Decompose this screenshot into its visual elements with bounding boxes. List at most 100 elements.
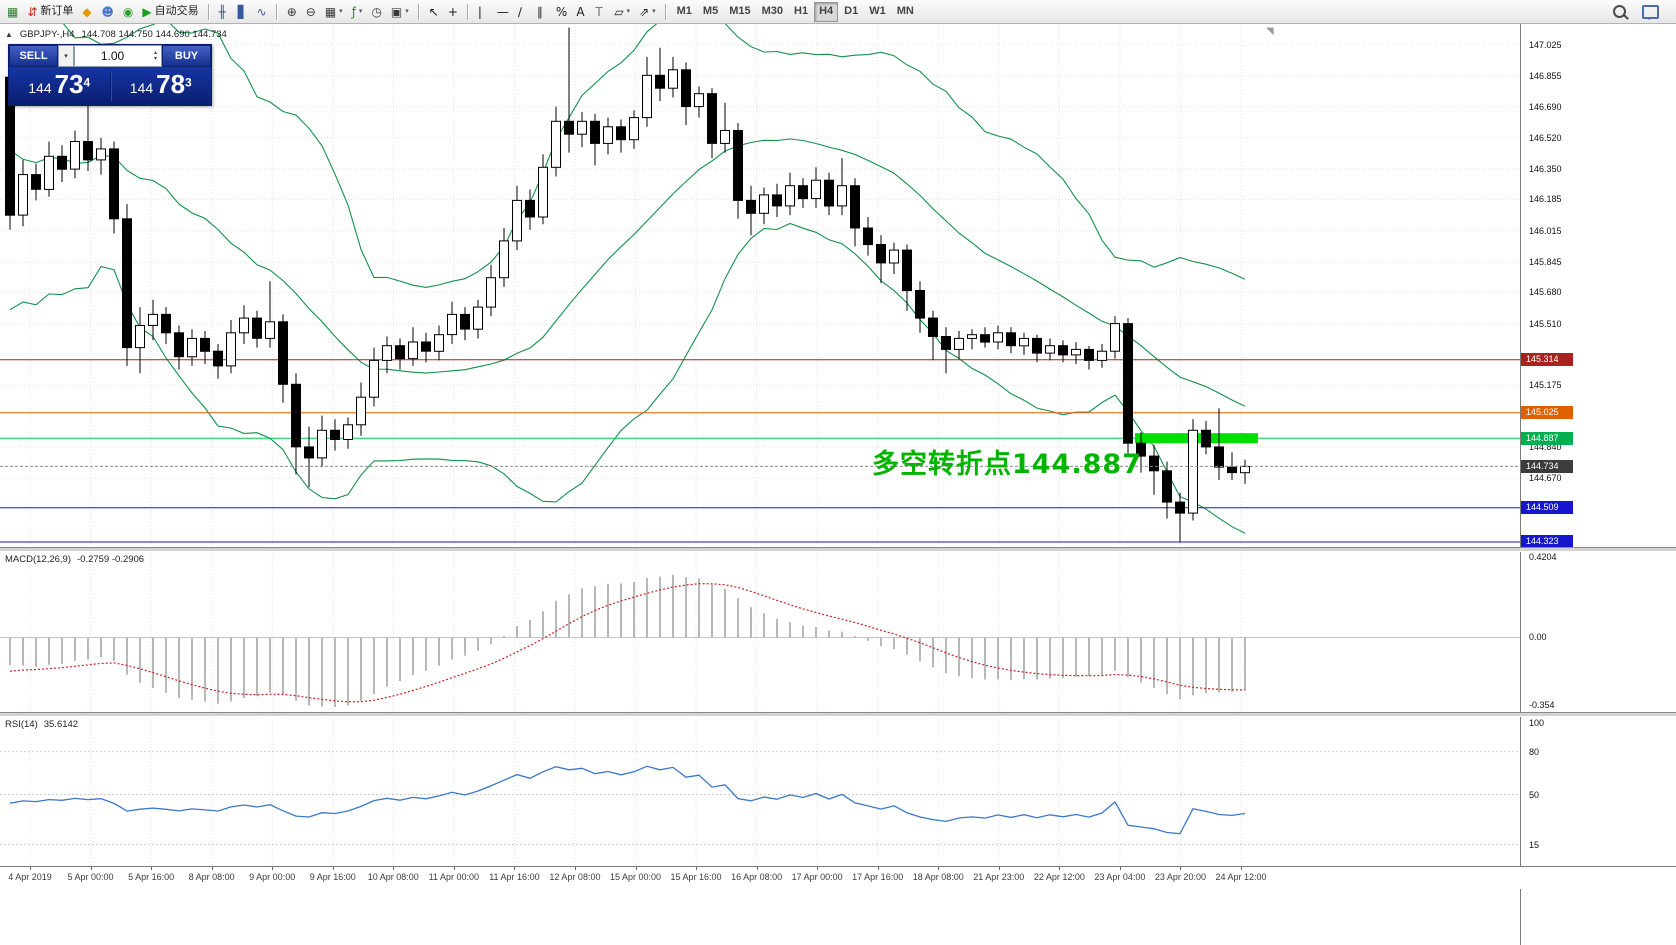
time-axis-label: 4 Apr 2019 [8, 872, 52, 882]
toolbar-separator [664, 3, 667, 20]
trendline-icon: ∕ [517, 4, 522, 19]
compass-icon[interactable]: ◆ [78, 2, 96, 22]
volume-input[interactable] [75, 49, 150, 63]
new-order-button[interactable]: ⇵ 新订单 [23, 2, 77, 22]
buy-price[interactable]: 144 783 [111, 65, 212, 108]
chart-line-icon[interactable]: ∿ [253, 2, 271, 22]
period-clock-icon[interactable]: ◷ [367, 2, 385, 22]
new-chart-icon: ▦ [7, 4, 19, 19]
rsi-axis-label: 50 [1529, 789, 1540, 800]
templates-icon: ▣ [390, 4, 403, 19]
time-tick [211, 867, 213, 870]
trendline-icon[interactable]: ∕ [514, 2, 532, 22]
price-tick-label: 144.670 [1529, 473, 1562, 484]
chat-icon [1642, 4, 1659, 20]
bollinger-bands [9, 24, 1246, 534]
time-axis[interactable]: 4 Apr 2019 5 Apr 00:00 5 Apr 16:00 8 Apr 08… [0, 866, 1676, 889]
zoom-out-icon: ⊖ [305, 4, 316, 19]
timeframe-d1[interactable]: D1 [839, 2, 863, 22]
horizontal-line-icon[interactable]: — [493, 2, 513, 22]
buy-price-pips: 78 [156, 68, 186, 99]
price-divider [109, 71, 111, 101]
buy-button[interactable]: BUY [162, 45, 211, 67]
arrows-icon[interactable]: ⇗ ▾ [635, 2, 660, 22]
time-tick [453, 867, 455, 870]
spin-down-icon[interactable]: ▾ [153, 56, 157, 62]
timeframe-h1[interactable]: H1 [789, 2, 813, 22]
timeframe-m15-label: M15 [729, 5, 751, 17]
zoom-out-icon[interactable]: ⊖ [302, 2, 320, 22]
price-axis[interactable]: 147.025 146.855 146.690 146.520 146.350 146.1… [1520, 24, 1676, 945]
rsi-value: 35.6142 [43, 719, 79, 730]
chart-shift-marker[interactable]: ◥ [1266, 26, 1274, 37]
timeframe-m30[interactable]: M30 [757, 2, 788, 22]
macd-pane-canvas[interactable] [0, 552, 1520, 712]
price-tag: 144.323 [1521, 535, 1573, 549]
time-axis-label: 18 Apr 08:00 [912, 872, 964, 882]
macd-indicator-label: MACD(12,26,9) -0.2759 -0.2906 [5, 554, 144, 565]
templates-icon[interactable]: ▣ ▾ [387, 2, 413, 22]
new-chart-icon[interactable]: ▦ [3, 2, 22, 22]
rsi-pane-canvas[interactable] [0, 717, 1520, 866]
timeframe-m1-label: M1 [676, 5, 692, 17]
main-chart-canvas[interactable] [0, 24, 1520, 547]
timeframe-m15[interactable]: M15 [724, 2, 755, 22]
collapse-arrow-icon[interactable]: ▲ [5, 30, 13, 39]
rsi-pane-splitter[interactable] [0, 712, 1676, 717]
search-icon[interactable] [1609, 2, 1630, 22]
spin-up-icon[interactable]: ▴ [153, 50, 157, 56]
macd-pane-splitter[interactable] [0, 547, 1676, 552]
timeframe-d1-label: D1 [844, 5, 859, 17]
timeframe-m30-label: M30 [761, 5, 784, 17]
label-icon[interactable]: T [591, 2, 609, 22]
fibonacci-icon[interactable]: % [552, 2, 571, 22]
time-axis-label: 16 Apr 08:00 [731, 872, 783, 882]
chart-candles-icon[interactable]: ▋ [234, 2, 252, 22]
channel-icon[interactable]: ∥ [533, 2, 551, 22]
grid-icon[interactable]: ▦ ▾ [321, 2, 347, 22]
horizontal-level-lines [0, 359, 1520, 543]
timeframe-m1[interactable]: M1 [672, 2, 697, 22]
price-tag: 144.887 [1521, 431, 1573, 445]
chat-icon[interactable] [1638, 2, 1663, 22]
zoom-in-icon[interactable]: ⊕ [283, 2, 301, 22]
time-axis-label: 11 Apr 16:00 [489, 872, 540, 882]
chevron-down-icon: ▾ [405, 8, 409, 15]
autotrading-button[interactable]: ▶ 自动交易 [138, 2, 202, 22]
timeframe-w1[interactable]: W1 [864, 2, 891, 22]
order-type-dropdown[interactable]: ▾ [58, 45, 74, 67]
autotrading-button-label: 自动交易 [154, 5, 199, 17]
time-tick [332, 867, 334, 870]
price-tag: 145.314 [1521, 353, 1573, 367]
time-axis-label: 8 Apr 08:00 [188, 872, 235, 882]
rsi-axis-label: 80 [1529, 746, 1540, 757]
time-tick [877, 867, 879, 870]
crosshair-icon[interactable]: + [444, 2, 462, 22]
sell-button[interactable]: SELL [9, 45, 58, 67]
time-tick [30, 867, 31, 870]
buy-price-point: 3 [185, 75, 192, 90]
macd-signal-line [9, 583, 1246, 703]
candles-layer [5, 27, 1250, 543]
price-tick-label: 145.680 [1529, 287, 1562, 298]
profile-icon[interactable]: ☻ [97, 2, 118, 22]
shapes-icon[interactable]: ▱ ▾ [610, 2, 634, 22]
time-tick [1241, 867, 1242, 870]
chart-bars-icon[interactable]: ╫ [215, 2, 233, 22]
cursor-icon[interactable]: ↖ [425, 2, 443, 22]
price-tick-label: 146.855 [1529, 71, 1562, 82]
period-clock-icon: ◷ [371, 4, 382, 19]
timeframe-m5[interactable]: M5 [698, 2, 723, 22]
timeframe-h4[interactable]: H4 [814, 1, 839, 22]
timeframe-mn[interactable]: MN [892, 2, 919, 22]
volume-spinner[interactable]: ▴ ▾ [150, 50, 161, 62]
vertical-line-icon[interactable]: | [474, 2, 492, 22]
volume-box: ▴ ▾ [74, 45, 162, 67]
vertical-line-icon: | [477, 4, 482, 19]
text-icon[interactable]: A [572, 2, 590, 22]
grid-layer [29, 717, 1242, 866]
sell-price[interactable]: 144 734 [9, 65, 110, 108]
community-icon[interactable]: ◉ [119, 2, 137, 22]
main-toolbar: ▦ ⇵ 新订单 ◆ ☻ ◉ ▶ 自动交易 ╫ ▋ ∿ ⊕ ⊖ ▦ ▾ ƒ ▾ ◷ ▣ ▾ ↖ + | — ∕ ∥% A T ▱ ▾ ⇗ ▾ M1… [0, 0, 1676, 24]
indicators-icon[interactable]: ƒ ▾ [348, 2, 367, 22]
